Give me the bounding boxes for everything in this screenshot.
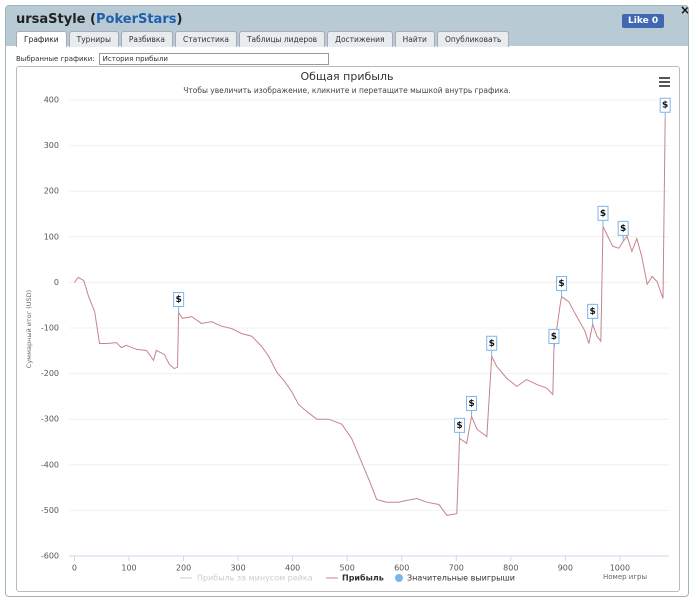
paren: ) — [176, 12, 183, 27]
tab[interactable]: Опубликовать — [436, 31, 510, 47]
y-tick-label: -300 — [41, 415, 59, 424]
chart-container: Общая прибыль Чтобы увеличить изображени… — [16, 66, 680, 592]
major-win-flag: $ — [587, 303, 599, 325]
tab[interactable]: Графики — [16, 31, 67, 47]
flag-box — [466, 395, 478, 411]
chart: Общая прибыль Чтобы увеличить изображени… — [25, 70, 671, 583]
flag-label: $ — [489, 339, 495, 349]
tab[interactable]: Найти — [394, 31, 435, 47]
menu-button[interactable] — [659, 77, 670, 87]
flag-label: $ — [590, 307, 596, 317]
major-win-flag: $ — [173, 291, 185, 313]
major-win-flag: $ — [454, 417, 466, 439]
y-tick-label: 300 — [44, 141, 59, 150]
x-axis-label: Номер игры — [603, 573, 647, 581]
selector-label: Выбранные графики: — [16, 55, 95, 63]
y-tick-label: 100 — [44, 232, 59, 241]
chart-title: Общая прибыль — [301, 70, 394, 83]
tab-bar: Графики Турниры Разбивка Статистика Таблицы … — [16, 31, 510, 47]
flag-label: $ — [600, 209, 606, 219]
header: ursaStyle (PokerStars) Like 0 × ГрафикиТ… — [6, 6, 688, 47]
like-label: Like — [628, 16, 649, 26]
tab[interactable]: Разбивка — [120, 31, 174, 47]
x-tick-label: 900 — [558, 564, 573, 573]
flag-box — [587, 303, 599, 319]
flag-box — [556, 276, 568, 292]
y-tick-label: 200 — [44, 187, 59, 196]
y-tick-label: -600 — [41, 552, 59, 561]
dialog: ursaStyle (PokerStars) Like 0 × ГрафикиТ… — [5, 5, 689, 597]
flag-label: $ — [456, 421, 462, 431]
flag-label: $ — [468, 399, 474, 409]
paren: ( — [90, 12, 96, 27]
close-button[interactable]: × — [680, 6, 688, 17]
legend-label: Прибыль — [342, 573, 384, 583]
x-tick-label: 600 — [394, 564, 409, 573]
x-tick-label: 500 — [340, 564, 355, 573]
x-tick-label: 1000 — [610, 564, 630, 573]
flag-box — [173, 291, 185, 307]
major-win-flag: $ — [466, 395, 478, 417]
x-tick-label: 100 — [121, 564, 136, 573]
major-win-flag: $ — [486, 335, 498, 357]
x-tick-label: 700 — [449, 564, 464, 573]
major-win-flag: $ — [659, 97, 671, 119]
flag-label: $ — [551, 332, 557, 342]
flag-box — [597, 205, 609, 221]
player-title: ursaStyle (PokerStars) — [16, 12, 182, 27]
x-tick-label: 800 — [503, 564, 518, 573]
selector-dropdown[interactable]: История прибыли — [98, 53, 329, 65]
flag-box — [486, 335, 498, 351]
graph-selector: Выбранные графики: История прибыли — [16, 53, 329, 65]
legend-label: Значительные выигрыши — [407, 574, 515, 583]
y-tick-label: 0 — [54, 278, 59, 287]
player-name: ursaStyle — [16, 12, 86, 27]
legend-label: Прибыль за минусом рейка — [197, 574, 313, 583]
site-link[interactable]: PokerStars — [96, 12, 177, 27]
legend-swatch — [395, 574, 403, 582]
major-win-flag: $ — [556, 276, 568, 297]
y-tick-label: -200 — [41, 369, 59, 378]
tab[interactable]: Турниры — [68, 31, 119, 47]
x-tick-label: 400 — [285, 564, 300, 573]
flag-box — [659, 97, 671, 113]
tab[interactable]: Таблицы лидеров — [238, 31, 326, 47]
flag-box — [617, 220, 629, 236]
y-tick-label: -400 — [41, 460, 59, 469]
x-tick-label: 200 — [176, 564, 191, 573]
profit-line — [74, 118, 666, 516]
tab[interactable]: Статистика — [175, 31, 237, 47]
chart-subtitle: Чтобы увеличить изображение, кликните и … — [183, 86, 511, 95]
y-tick-label: -500 — [41, 506, 59, 515]
flag-label: $ — [558, 279, 564, 289]
like-button[interactable]: Like 0 — [622, 14, 665, 28]
tab[interactable]: Достижения — [327, 31, 393, 47]
major-win-flag: $ — [548, 328, 560, 350]
flag-box — [548, 328, 560, 344]
major-win-flag: $ — [617, 220, 629, 242]
y-axis-label: Суммарный итог (USD) — [25, 290, 33, 368]
like-count: 0 — [651, 16, 659, 26]
x-tick-label: 300 — [230, 564, 245, 573]
x-tick-label: 0 — [72, 564, 77, 573]
flag-label: $ — [176, 295, 182, 305]
y-tick-label: -100 — [41, 324, 59, 333]
flag-box — [454, 417, 466, 433]
major-win-flag: $ — [597, 205, 609, 227]
flag-label: $ — [620, 224, 626, 234]
y-tick-label: 400 — [44, 96, 59, 105]
flag-label: $ — [662, 101, 668, 111]
